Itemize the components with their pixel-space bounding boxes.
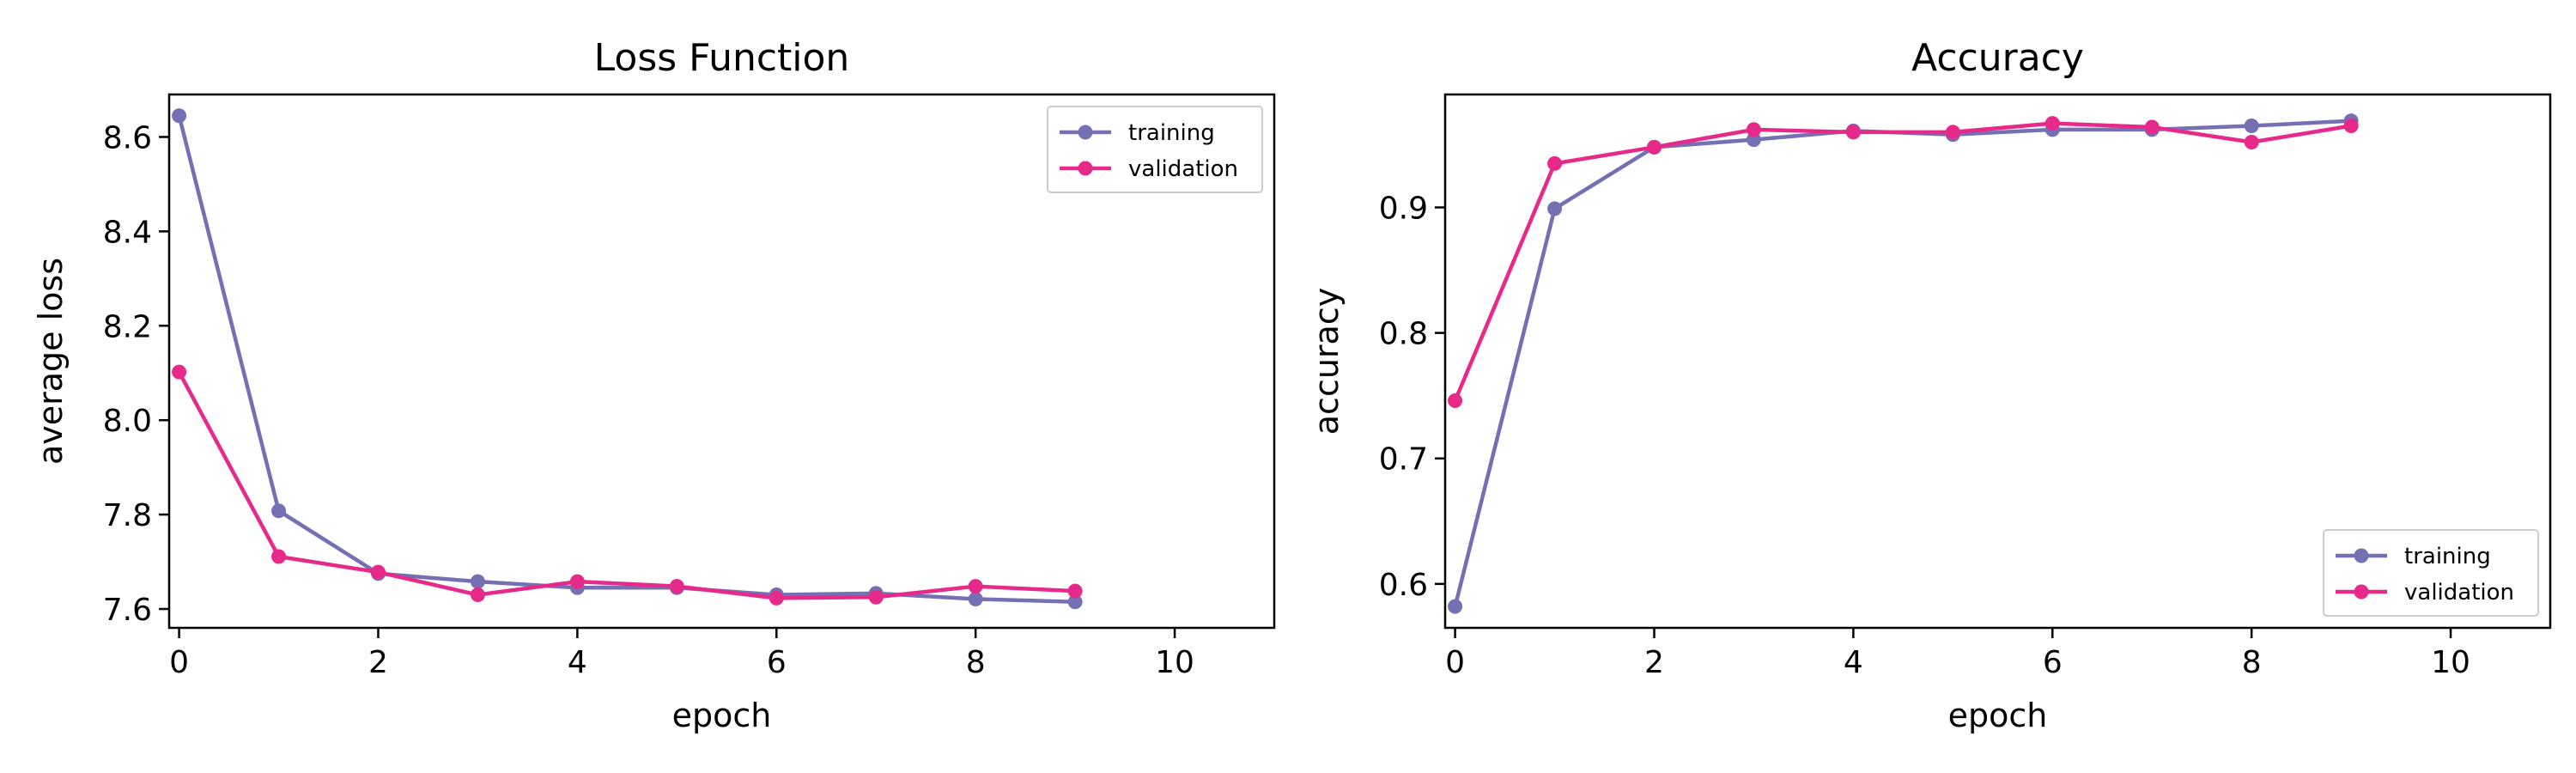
data-point-training xyxy=(470,574,485,589)
data-point-validation xyxy=(1067,583,1083,599)
legend-marker-training xyxy=(2354,548,2369,563)
y-tick-label: 0.8 xyxy=(1379,317,1428,352)
legend-marker-validation xyxy=(1078,161,1093,176)
data-point-validation xyxy=(1547,155,1563,171)
data-point-validation xyxy=(669,579,684,594)
data-point-validation xyxy=(2144,119,2160,135)
y-tick-label: 8.4 xyxy=(103,215,152,250)
data-point-validation xyxy=(1945,125,1960,140)
legend-label-training: training xyxy=(1128,120,1215,146)
plot-frame xyxy=(1443,93,2552,630)
data-point-validation xyxy=(2044,116,2060,131)
legend-label-training: training xyxy=(2404,544,2491,569)
data-point-training xyxy=(1067,594,1083,610)
data-point-training xyxy=(1448,599,1463,614)
data-point-validation xyxy=(1845,125,1861,140)
legend-marker-training xyxy=(1078,125,1093,140)
data-point-validation xyxy=(172,364,187,380)
series-line-training xyxy=(1453,119,2354,609)
legend: training validation xyxy=(2323,529,2539,617)
x-tick-label: 2 xyxy=(1644,645,1664,680)
data-point-validation xyxy=(470,587,485,603)
x-axis-label: epoch xyxy=(1948,697,2048,734)
y-tick-label: 0.9 xyxy=(1379,192,1428,227)
series-line-validation xyxy=(1453,121,2354,403)
x-tick-label: 8 xyxy=(966,645,986,680)
data-point-validation xyxy=(868,589,884,605)
y-tick-label: 7.6 xyxy=(103,593,152,628)
y-axis-label: average loss xyxy=(32,258,70,465)
y-tick-label: 8.0 xyxy=(103,404,152,439)
data-point-validation xyxy=(370,564,386,580)
data-point-training xyxy=(1547,201,1563,216)
plot-frame xyxy=(167,93,1276,630)
data-point-validation xyxy=(968,579,983,594)
y-tick-label: 0.6 xyxy=(1379,568,1428,603)
data-point-validation xyxy=(1746,122,1761,137)
x-axis-label: epoch xyxy=(672,697,772,734)
x-tick-label: 8 xyxy=(2242,645,2262,680)
data-point-training xyxy=(271,503,287,519)
data-point-validation xyxy=(1448,393,1463,409)
chart-title: Accuracy xyxy=(1911,36,2084,80)
data-point-validation xyxy=(1646,139,1662,155)
legend: training validation xyxy=(1047,106,1263,193)
chart-panel-0: Loss Function 0 2 4 6 8 10 7.6 7.8 8.0 8.2 8.4 8.6 ep… xyxy=(32,36,1276,734)
legend-box xyxy=(1047,106,1263,193)
x-tick-label: 0 xyxy=(169,645,189,680)
legend-label-validation: validation xyxy=(2404,580,2514,606)
data-point-validation xyxy=(2244,135,2259,150)
data-point-training xyxy=(172,108,187,124)
data-point-validation xyxy=(271,549,287,564)
x-tick-label: 2 xyxy=(368,645,388,680)
chart-title: Loss Function xyxy=(594,36,850,80)
x-tick-label: 6 xyxy=(767,645,787,680)
y-tick-label: 7.8 xyxy=(103,498,152,533)
x-tick-label: 4 xyxy=(1844,645,1863,680)
x-tick-label: 0 xyxy=(1445,645,1465,680)
data-point-validation xyxy=(2343,119,2359,134)
data-point-validation xyxy=(569,574,585,589)
x-tick-label: 6 xyxy=(2043,645,2063,680)
x-tick-label: 10 xyxy=(2431,645,2470,680)
legend-label-validation: validation xyxy=(1128,156,1238,182)
data-point-training xyxy=(1746,132,1761,148)
legend-box xyxy=(2323,529,2539,617)
x-tick-label: 4 xyxy=(568,645,587,680)
series-line-validation xyxy=(177,369,1078,600)
data-point-validation xyxy=(769,590,784,606)
chart-panel-1: Accuracy 0 2 4 6 8 10 0.6 0.7 0.8 0.9 epoch accuracy… xyxy=(1308,36,2552,734)
y-tick-label: 8.2 xyxy=(103,309,152,344)
x-tick-label: 10 xyxy=(1155,645,1194,680)
data-point-training xyxy=(2244,119,2259,134)
y-tick-label: 0.7 xyxy=(1379,442,1428,478)
legend-marker-validation xyxy=(2354,584,2369,600)
series-line-training xyxy=(177,113,1078,605)
y-axis-label: accuracy xyxy=(1308,288,1346,435)
y-tick-label: 8.6 xyxy=(103,120,152,155)
data-point-training xyxy=(968,591,983,606)
